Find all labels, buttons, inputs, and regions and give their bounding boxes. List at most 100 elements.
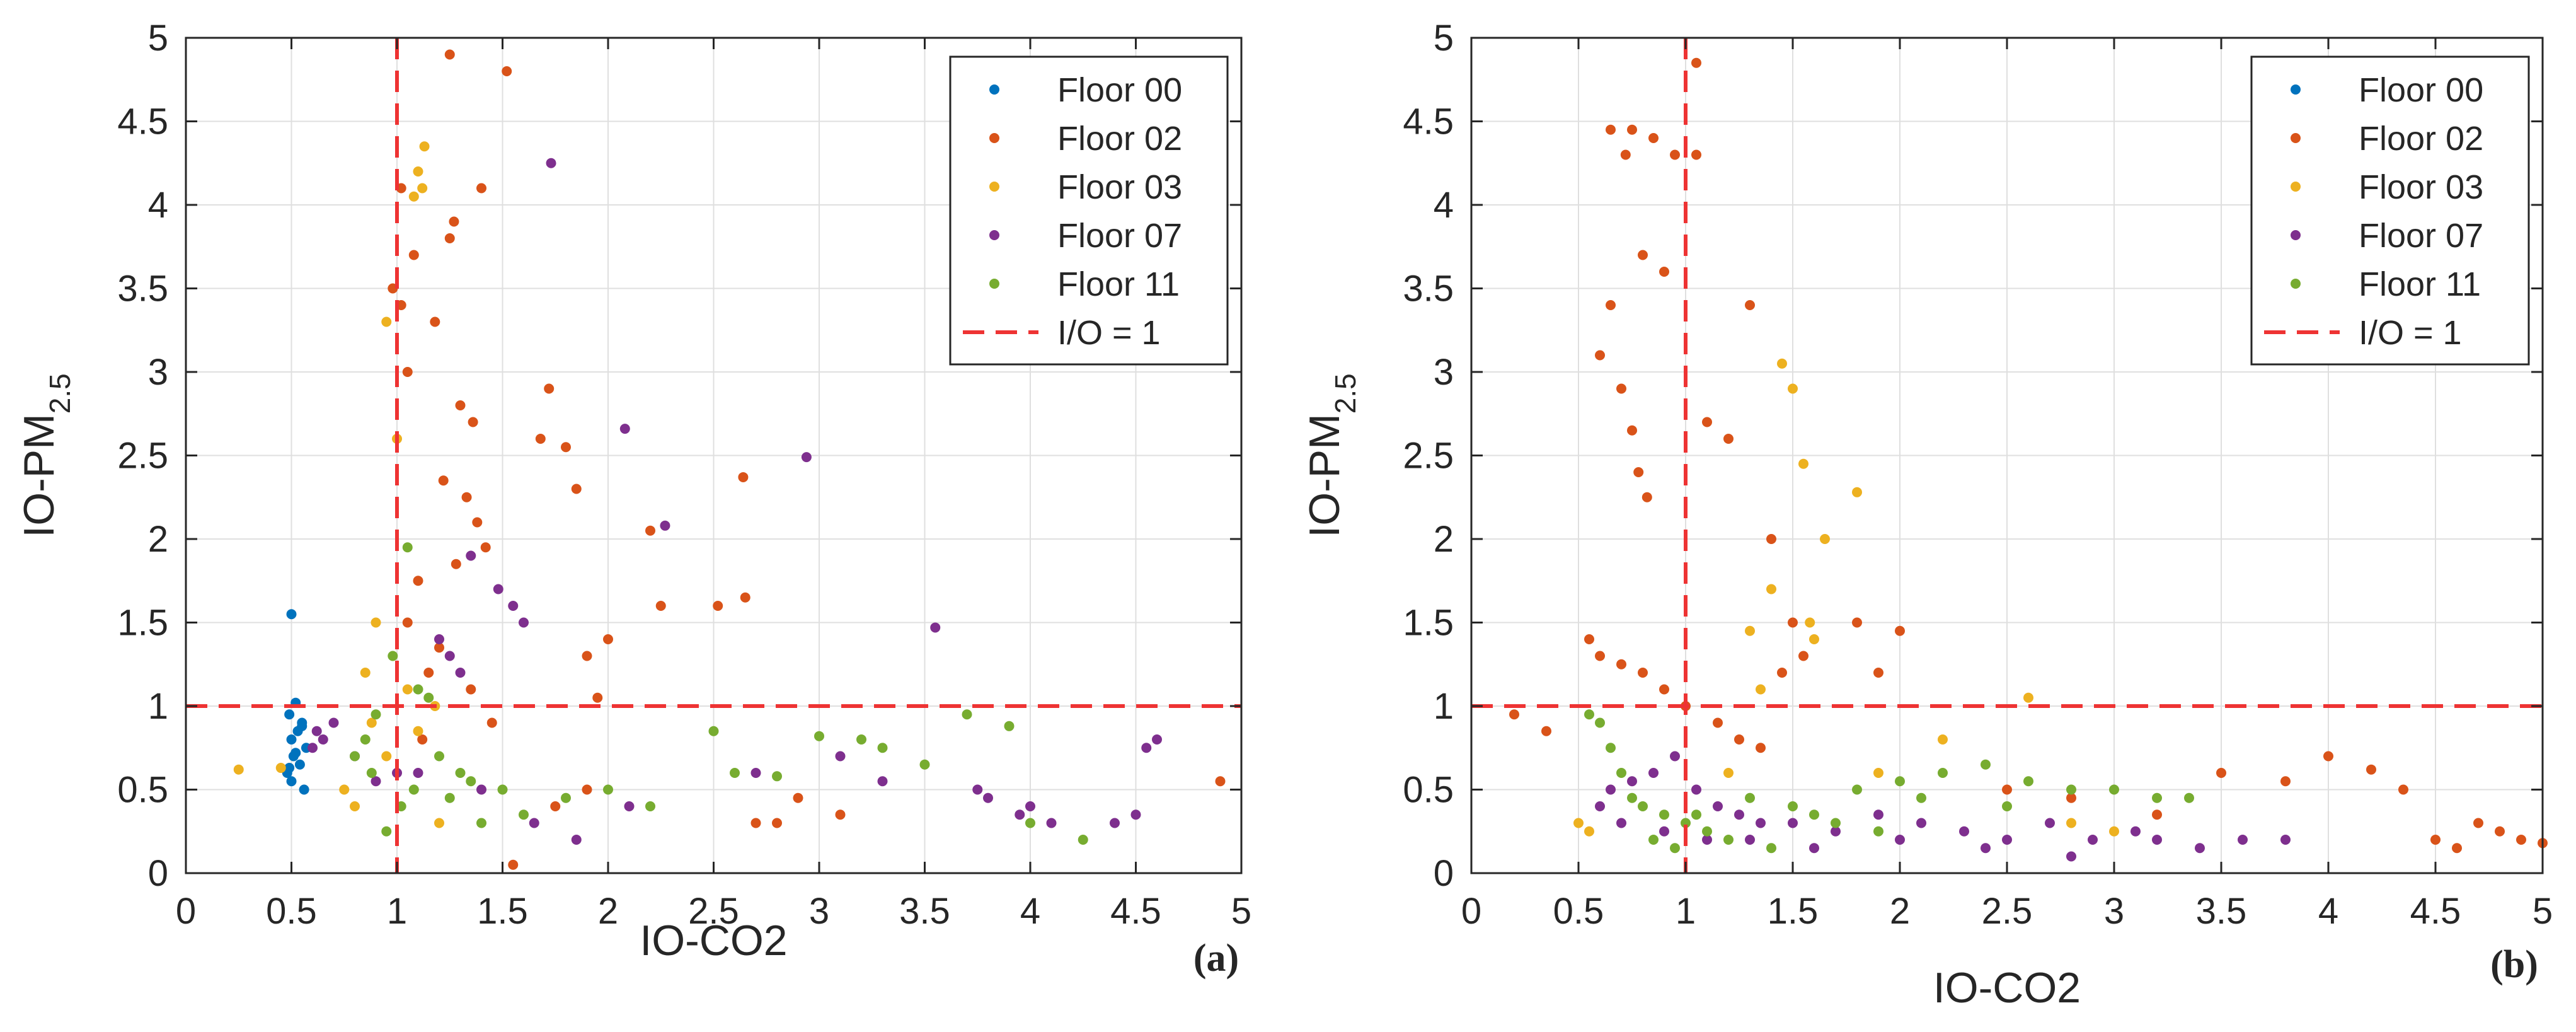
- data-point: [508, 601, 519, 611]
- data-point: [772, 818, 782, 828]
- data-point: [1648, 835, 1659, 845]
- data-point: [413, 166, 423, 177]
- data-point: [1659, 684, 1669, 695]
- x-tick-label: 3.5: [899, 891, 950, 932]
- legend-marker: [2291, 133, 2301, 143]
- data-point: [455, 400, 466, 410]
- x-axis-title: IO-CO2: [640, 917, 787, 965]
- y-axis-title-main: IO-PM: [15, 414, 63, 537]
- series-floor-03: [1573, 358, 2119, 837]
- data-point: [1873, 826, 1883, 837]
- data-point: [286, 609, 297, 620]
- x-tick-label: 4: [1020, 891, 1040, 932]
- data-point: [2430, 835, 2441, 845]
- data-point: [983, 792, 993, 803]
- legend-label: Floor 02: [1057, 120, 1182, 158]
- data-point: [1638, 801, 1648, 811]
- y-tick-label: 3.5: [117, 269, 168, 310]
- data-point: [1852, 617, 1862, 628]
- data-point: [1766, 843, 1776, 854]
- data-point: [466, 684, 476, 695]
- data-point: [466, 776, 476, 787]
- data-point: [519, 617, 529, 628]
- data-point: [1670, 751, 1680, 762]
- data-point: [603, 634, 613, 644]
- data-point: [2088, 835, 2098, 845]
- y-tick-label: 4.5: [117, 101, 168, 142]
- data-point: [455, 668, 466, 678]
- data-point: [655, 601, 666, 611]
- y-tick-label: 5: [1434, 18, 1454, 59]
- data-point: [408, 784, 419, 795]
- data-point: [2238, 835, 2248, 845]
- data-point: [2195, 843, 2205, 854]
- data-point: [360, 668, 371, 678]
- data-point: [1798, 458, 1808, 469]
- legend-label: I/O = 1: [2359, 314, 2462, 352]
- data-point: [1873, 809, 1883, 820]
- y-tick-label: 1: [148, 686, 168, 727]
- legend-label: Floor 02: [2359, 120, 2483, 158]
- data-point: [1777, 358, 1787, 369]
- data-point: [2109, 826, 2119, 837]
- legend-label: Floor 03: [2359, 168, 2483, 206]
- data-point: [2216, 768, 2226, 778]
- legend-marker: [2291, 84, 2301, 95]
- y-tick-label: 0: [1434, 853, 1454, 894]
- data-point: [1584, 709, 1594, 720]
- legend-label: Floor 07: [2359, 217, 2483, 255]
- data-point: [1702, 826, 1712, 837]
- data-point: [1627, 425, 1637, 436]
- data-point: [1916, 792, 1926, 803]
- data-point: [1584, 826, 1594, 837]
- data-point: [814, 731, 824, 741]
- data-point: [1788, 818, 1798, 828]
- data-point: [1110, 818, 1120, 828]
- data-point: [1809, 634, 1819, 644]
- data-point: [366, 717, 377, 728]
- data-point: [1606, 784, 1616, 795]
- series-floor-03: [233, 141, 444, 828]
- data-point: [1809, 809, 1819, 820]
- panel-b: 0 0.5 1 1.5 2 2.5 3 3.5 4 4.5 5 0 0.5 1 1.5 2 2.5 3 3.5 4 4.…: [1301, 18, 2553, 1012]
- data-point: [366, 768, 377, 778]
- data-point: [1873, 668, 1883, 678]
- data-point: [438, 475, 449, 486]
- data-point: [1745, 625, 1755, 636]
- data-point: [350, 751, 360, 762]
- data-point: [1938, 768, 1948, 778]
- data-point: [1648, 133, 1659, 143]
- data-point: [1805, 617, 1815, 628]
- panel-label: (a): [1193, 937, 1239, 980]
- legend-label: Floor 11: [1057, 265, 1180, 303]
- data-point: [535, 434, 546, 444]
- legend-label: Floor 07: [1057, 217, 1182, 255]
- data-point: [311, 726, 322, 736]
- data-point: [508, 859, 519, 870]
- x-tick-label: 2.5: [688, 891, 739, 932]
- data-point: [1638, 250, 1648, 260]
- data-point: [1616, 768, 1626, 778]
- legend-marker: [2291, 279, 2301, 289]
- data-point: [434, 818, 444, 828]
- data-point: [571, 835, 582, 845]
- data-point: [1659, 267, 1669, 277]
- data-point: [1691, 57, 1701, 68]
- data-point: [402, 367, 413, 377]
- legend: Floor 00 Floor 02 Floor 03 Floor 07 Floor 11…: [2250, 55, 2530, 366]
- data-point: [1659, 809, 1669, 820]
- data-point: [645, 801, 655, 811]
- data-point: [2066, 818, 2076, 828]
- x-tick-label: 4.5: [1110, 891, 1161, 932]
- data-point: [476, 784, 486, 795]
- data-point: [1627, 776, 1637, 787]
- data-point: [962, 709, 972, 720]
- data-point: [286, 734, 297, 745]
- legend-marker: [989, 182, 999, 192]
- y-tick-label: 3: [1434, 352, 1454, 393]
- y-tick-label: 2: [1434, 519, 1454, 560]
- y-tick-label: 0.5: [1403, 770, 1454, 811]
- data-point: [1788, 801, 1798, 811]
- data-point: [603, 784, 613, 795]
